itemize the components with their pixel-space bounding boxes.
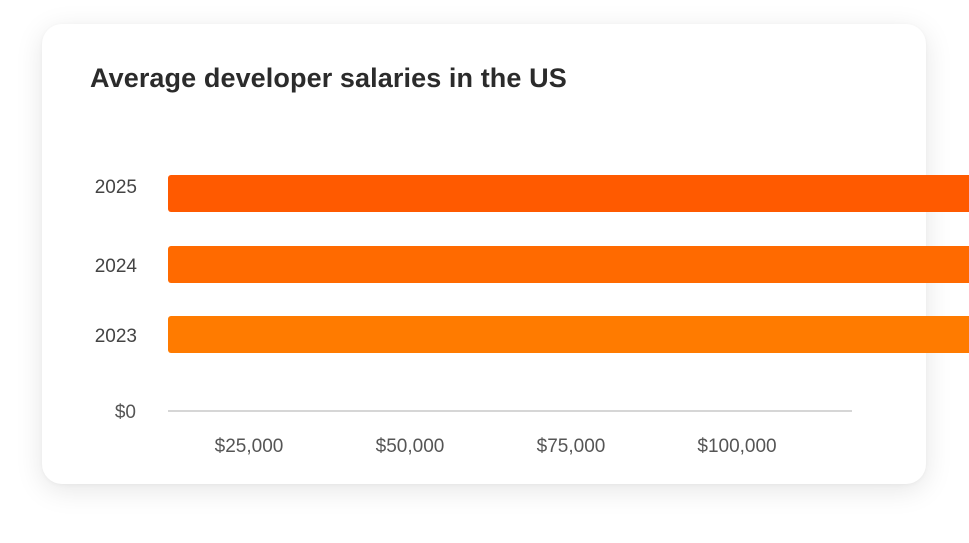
y-category-label: 2023 <box>95 326 137 347</box>
bar-series: 2025$123,2722024$119,6232023$108,807 <box>95 175 969 353</box>
bar-2023 <box>168 316 969 353</box>
x-axis-zero-label: $0 <box>115 402 136 423</box>
x-tick-label: $100,000 <box>697 436 776 457</box>
x-axis-ticks: $25,000 $50,000 $75,000 $100,000 <box>215 436 777 457</box>
y-category-label: 2025 <box>95 177 137 198</box>
chart-title: Average developer salaries in the US <box>90 63 567 93</box>
bar-2025 <box>168 175 969 212</box>
y-category-label: 2024 <box>95 256 138 277</box>
x-tick-label: $50,000 <box>376 436 445 457</box>
bar-2024 <box>168 246 969 283</box>
x-tick-label: $25,000 <box>215 436 284 457</box>
x-tick-label: $75,000 <box>537 436 606 457</box>
